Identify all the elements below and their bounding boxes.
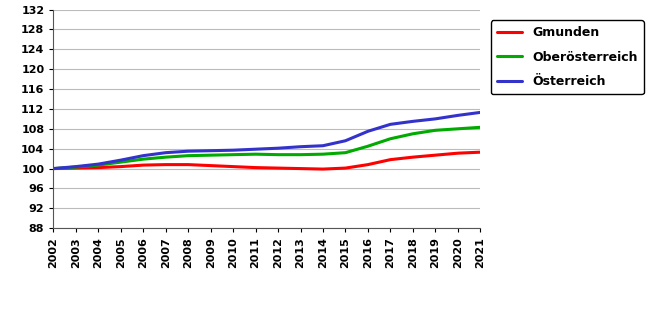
Österreich — [184, 149, 192, 153]
Oberösterreich — [117, 160, 125, 164]
Österreich — [49, 167, 57, 171]
Österreich — [117, 158, 125, 162]
Österreich — [274, 146, 282, 150]
Österreich — [251, 147, 259, 151]
Oberösterreich — [207, 153, 215, 157]
Oberösterreich — [342, 151, 350, 155]
Gmunden — [274, 166, 282, 170]
Oberösterreich — [386, 137, 394, 141]
Gmunden — [454, 151, 462, 155]
Gmunden — [117, 165, 125, 169]
Gmunden — [139, 163, 147, 167]
Oberösterreich — [297, 153, 305, 157]
Oberösterreich — [94, 163, 102, 167]
Oberösterreich — [161, 155, 169, 159]
Oberösterreich — [274, 153, 282, 157]
Oberösterreich — [364, 144, 372, 148]
Gmunden — [476, 150, 484, 154]
Gmunden — [342, 166, 350, 170]
Österreich — [432, 117, 440, 121]
Gmunden — [409, 155, 417, 159]
Österreich — [207, 149, 215, 152]
Österreich — [364, 129, 372, 133]
Gmunden — [432, 153, 440, 157]
Österreich — [409, 120, 417, 123]
Gmunden — [184, 163, 192, 166]
Oberösterreich — [184, 154, 192, 158]
Österreich — [342, 139, 350, 143]
Legend: Gmunden, Oberösterreich, Österreich: Gmunden, Oberösterreich, Österreich — [491, 20, 644, 94]
Österreich — [72, 165, 80, 169]
Oberösterreich — [49, 167, 57, 171]
Oberösterreich — [139, 157, 147, 161]
Oberösterreich — [72, 165, 80, 169]
Österreich — [229, 148, 237, 152]
Gmunden — [364, 163, 372, 166]
Oberösterreich — [319, 152, 327, 156]
Gmunden — [72, 166, 80, 170]
Gmunden — [94, 166, 102, 170]
Österreich — [94, 162, 102, 166]
Gmunden — [386, 158, 394, 162]
Line: Oberösterreich: Oberösterreich — [53, 127, 480, 169]
Österreich — [139, 154, 147, 158]
Oberösterreich — [454, 127, 462, 131]
Österreich — [386, 122, 394, 126]
Oberösterreich — [251, 152, 259, 156]
Gmunden — [161, 163, 169, 166]
Gmunden — [207, 164, 215, 167]
Gmunden — [297, 167, 305, 171]
Österreich — [319, 144, 327, 148]
Oberösterreich — [409, 132, 417, 136]
Oberösterreich — [229, 153, 237, 157]
Gmunden — [251, 166, 259, 170]
Österreich — [476, 111, 484, 114]
Oberösterreich — [432, 128, 440, 132]
Gmunden — [319, 167, 327, 171]
Gmunden — [49, 167, 57, 171]
Line: Gmunden: Gmunden — [53, 152, 480, 169]
Gmunden — [229, 165, 237, 169]
Österreich — [454, 113, 462, 117]
Österreich — [297, 145, 305, 149]
Line: Österreich: Österreich — [53, 113, 480, 169]
Österreich — [161, 151, 169, 155]
Oberösterreich — [476, 126, 484, 129]
